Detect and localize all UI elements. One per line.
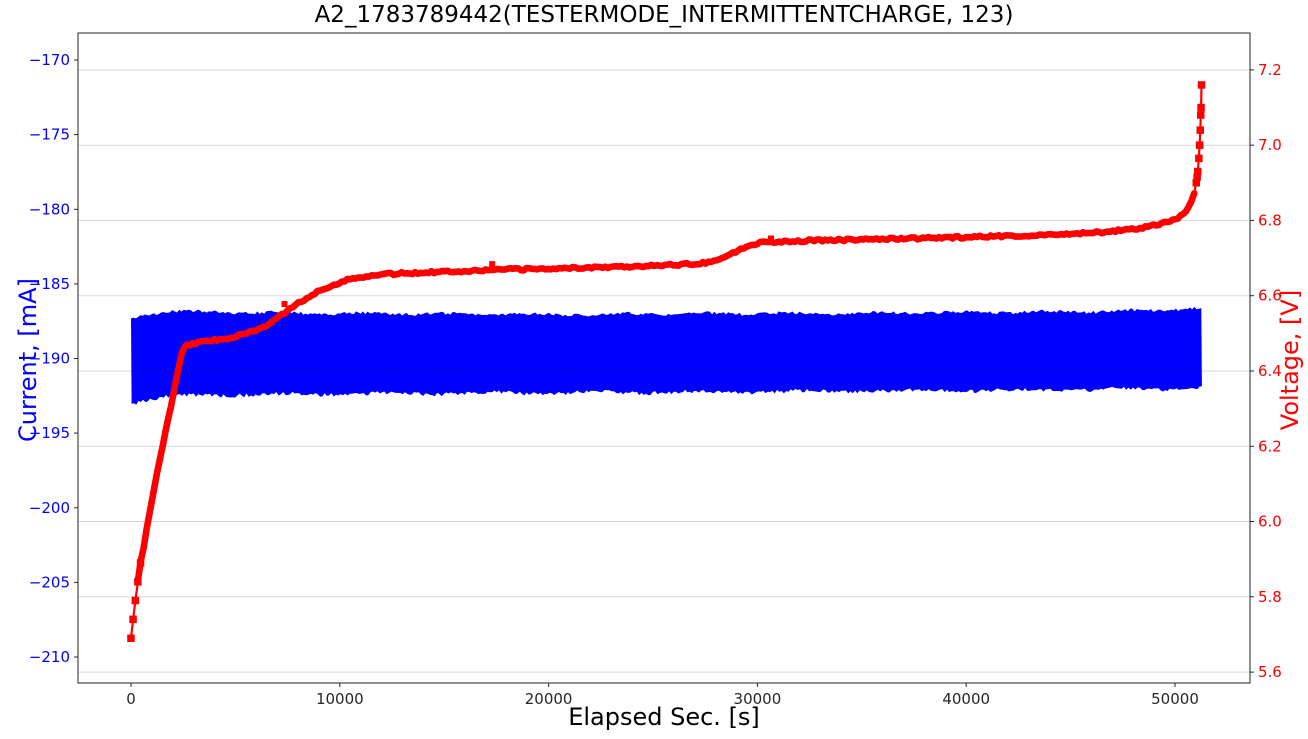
x-axis-label: Elapsed Sec. [s]	[568, 703, 760, 731]
left-tick-label: −195	[29, 424, 70, 442]
left-tick-labels: −170 −175 −180 −185 −190 −195 −200 −205 −210	[29, 51, 70, 666]
right-tick-label: 7.0	[1258, 136, 1282, 154]
left-tick-label: −185	[29, 275, 70, 293]
left-tick-label: −175	[29, 126, 70, 144]
right-tick-label: 6.8	[1258, 211, 1282, 229]
axis-ticks	[74, 59, 1254, 687]
x-tick-label: 50000	[1151, 690, 1199, 708]
right-tick-label: 6.2	[1258, 437, 1282, 455]
right-tick-label: 6.6	[1258, 287, 1282, 305]
right-tick-label: 6.0	[1258, 513, 1282, 531]
right-tick-label: 6.4	[1258, 362, 1282, 380]
left-tick-label: −200	[29, 499, 70, 517]
voltage-line	[129, 83, 1203, 640]
x-tick-label: 40000	[942, 690, 990, 708]
right-tick-labels: 7.2 7.0 6.8 6.6 6.4 6.2 6.0 5.8 5.6	[1258, 61, 1282, 681]
x-tick-label: 0	[126, 690, 136, 708]
gridlines	[78, 69, 1250, 673]
left-tick-label: −210	[29, 648, 70, 666]
current-noisy-band	[131, 307, 1202, 405]
x-tick-label: 30000	[734, 690, 782, 708]
left-tick-label: −180	[29, 200, 70, 218]
right-tick-label: 5.6	[1258, 663, 1282, 681]
voltage-markers	[127, 81, 1206, 642]
x-tick-label: 20000	[525, 690, 573, 708]
right-tick-label: 7.2	[1258, 61, 1282, 79]
x-tick-labels: 0 10000 20000 30000 40000 50000	[126, 690, 1199, 708]
chart-title: A2_1783789442(TESTERMODE_INTERMITTENTCHA…	[314, 2, 1014, 28]
right-axis-label: Voltage, [V]	[1276, 289, 1304, 431]
left-axis-label: Current, [mA]	[14, 278, 42, 442]
x-tick-label: 10000	[316, 690, 364, 708]
left-tick-label: −190	[29, 350, 70, 368]
left-tick-label: −170	[29, 51, 70, 69]
right-tick-label: 5.8	[1258, 588, 1282, 606]
left-tick-label: −205	[29, 573, 70, 591]
